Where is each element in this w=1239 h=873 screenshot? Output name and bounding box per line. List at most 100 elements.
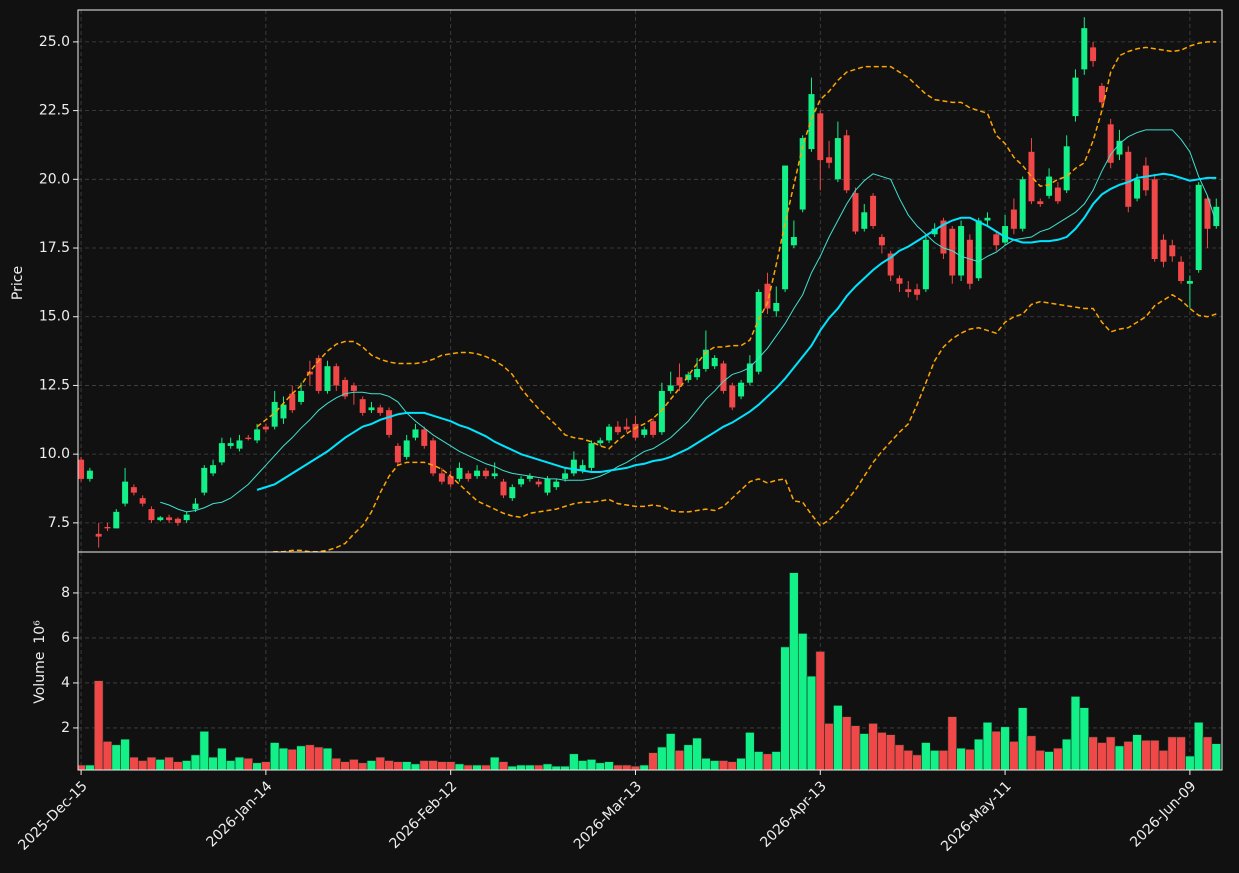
candle-body — [1213, 206, 1220, 227]
candle-body — [518, 478, 525, 485]
volume-bar — [181, 760, 192, 770]
candle-body — [1134, 179, 1141, 199]
candle-body — [210, 465, 217, 474]
candle-body — [667, 385, 674, 391]
candle-body — [958, 226, 965, 276]
y-tick-label: 22.5 — [39, 103, 70, 119]
candle-body — [386, 410, 393, 435]
candle-body — [421, 429, 428, 446]
volume-bar — [1202, 736, 1213, 770]
y-tick-label: 12.5 — [39, 377, 70, 393]
candle-body — [834, 138, 841, 180]
candle-body — [878, 237, 885, 246]
candle-body — [1072, 77, 1079, 117]
candle-body — [931, 228, 938, 235]
volume-bar — [401, 761, 412, 770]
candle-body — [1178, 261, 1185, 281]
volume-scale: 10⁶ — [32, 620, 48, 644]
volume-bar — [613, 764, 623, 770]
candle-body — [544, 478, 551, 493]
volume-bar — [604, 761, 614, 770]
y-tick-label: 2 — [61, 720, 70, 736]
volume-bar — [542, 763, 553, 770]
candle-body — [254, 429, 261, 441]
volume-bar — [771, 751, 781, 770]
candle-body — [843, 135, 850, 191]
volume-bar — [824, 723, 834, 770]
candle-body — [799, 138, 806, 210]
volume-bar — [454, 763, 465, 770]
volume-bar — [102, 741, 113, 770]
volume-bar — [155, 759, 165, 770]
candle-body — [368, 407, 375, 411]
candle-body — [570, 459, 577, 474]
volume-bar — [1114, 745, 1125, 770]
volume-bar — [912, 754, 922, 770]
volume-bar — [991, 731, 1001, 770]
candle-body — [993, 234, 1000, 246]
volume-bar — [1105, 736, 1116, 770]
volume-frame — [77, 551, 1223, 771]
grid-layer — [78, 10, 1222, 770]
candle-body — [139, 498, 146, 504]
candle-body — [817, 113, 824, 161]
candle-body — [157, 517, 164, 521]
candle-body — [122, 481, 129, 504]
candle-body — [738, 382, 745, 397]
candle-body — [746, 363, 753, 383]
volume-bar — [1035, 750, 1045, 770]
volume-bar — [745, 732, 755, 770]
candle-body — [192, 503, 199, 510]
candle-body — [588, 443, 595, 468]
candle-body — [861, 212, 868, 229]
volume-bar — [797, 633, 808, 770]
candle-body — [183, 514, 190, 521]
volume-bar — [173, 761, 183, 770]
y-tick-label: 6 — [61, 630, 70, 646]
candle-body — [1098, 85, 1105, 103]
candle-body — [1028, 151, 1035, 202]
volume-bar — [648, 752, 658, 770]
candle-body — [755, 291, 762, 372]
volume-bar — [630, 765, 641, 770]
candle-body — [773, 302, 780, 312]
volume-bar — [569, 753, 579, 770]
volume-bar — [419, 760, 429, 770]
volume-bar — [481, 764, 491, 770]
volume-bar — [428, 760, 438, 770]
candle-body — [1002, 226, 1009, 243]
volume-bar — [1167, 736, 1177, 770]
candle-body — [403, 440, 410, 457]
y-tick-label: 10.0 — [39, 446, 70, 462]
candle-body — [1081, 28, 1088, 70]
candle-body — [1046, 176, 1053, 196]
overlay-line — [256, 172, 1217, 491]
candle-body — [1142, 165, 1149, 191]
volume-bar — [965, 749, 975, 770]
candle-body — [1169, 245, 1176, 257]
candle-body — [720, 363, 727, 391]
volume-bar — [1044, 751, 1054, 770]
y-tick-label: 25.0 — [39, 34, 70, 50]
candle-body — [632, 423, 639, 438]
candle-body — [359, 399, 366, 413]
volume-bar — [516, 764, 526, 770]
volume-bar — [269, 742, 280, 770]
volume-bar — [199, 731, 209, 770]
volume-bar — [93, 680, 104, 770]
volume-bar — [507, 765, 517, 770]
volume-bar — [815, 651, 825, 770]
candle-body — [201, 467, 208, 493]
candle-body — [78, 459, 85, 479]
price-plot — [78, 17, 1220, 552]
candle-body — [86, 470, 93, 479]
candle-body — [342, 379, 349, 397]
volume-bar — [1176, 736, 1186, 770]
volume-bar — [657, 746, 667, 770]
candle-body — [782, 165, 789, 290]
candle-body — [597, 440, 604, 444]
candle-body — [535, 481, 542, 485]
volume-bar — [313, 746, 324, 770]
candle-body — [289, 393, 296, 411]
candle-body — [1090, 47, 1097, 62]
